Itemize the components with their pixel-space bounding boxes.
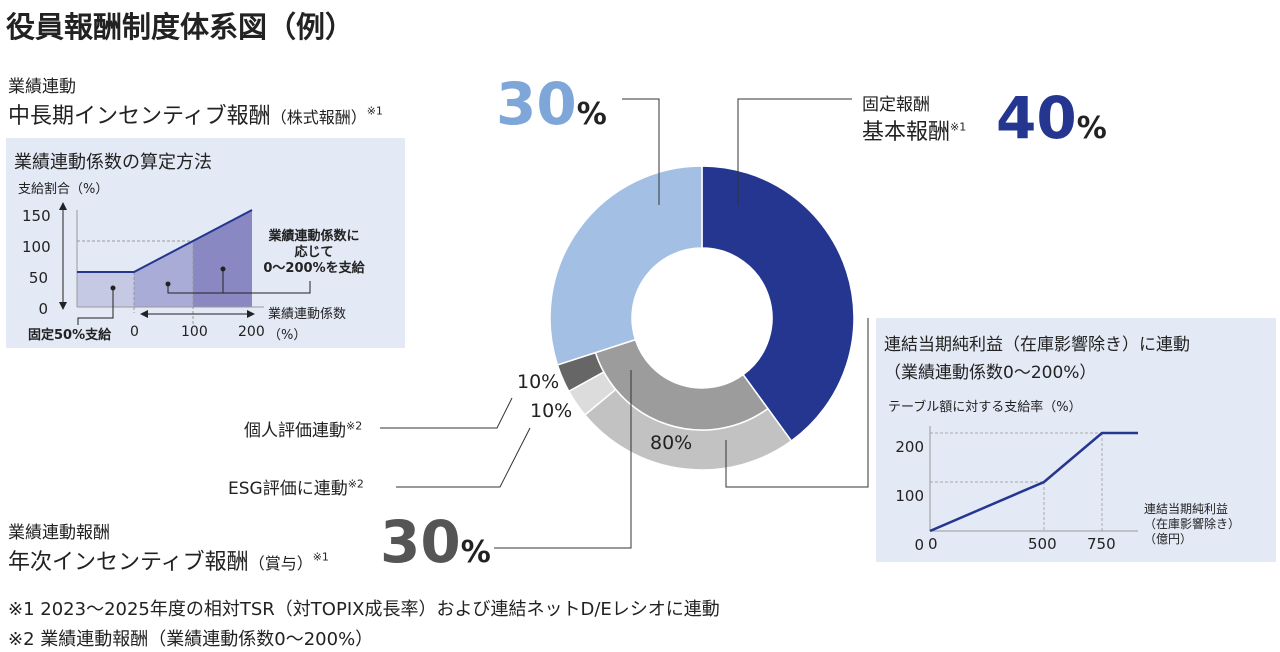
ltip-percent: 30% — [496, 70, 607, 138]
individual-leader — [380, 397, 513, 429]
payout-line — [77, 209, 253, 273]
ltip-leader — [622, 98, 660, 205]
fixed-label: 固定50%支給 — [28, 328, 112, 343]
x-tick-0: 0 — [130, 324, 139, 340]
fixed-area — [77, 272, 134, 307]
x-tick-100: 100 — [181, 324, 208, 340]
left-xlabel: 業績連動係数 — [268, 307, 347, 322]
profit-leader — [725, 318, 869, 488]
left-yticks: 150 100 50 0 — [22, 207, 51, 318]
x-tick-200: 200 — [238, 324, 265, 340]
footnote-1: ※1 2023～2025年度の相対TSR（対TOPIX成長率）および連結ネットD… — [8, 599, 720, 620]
left-method-box: 業績連動係数の算定方法 支給割合（%） 150 100 50 0 固定50%支給 0 … — [6, 138, 405, 348]
esg-leader — [396, 427, 531, 488]
footnote-2: ※2 業績連動報酬（業績連動係数0～200%） — [8, 629, 374, 650]
sti-category: 業績連動報酬 — [8, 523, 110, 543]
left-ylabel: 支給割合（%） — [18, 182, 109, 197]
slice-base-salary — [701, 165, 855, 443]
right-xlabel: 連結当期純利益 （在庫影響除き） （億円） — [1144, 502, 1241, 546]
individual-label: 個人評価連動※2 — [244, 419, 363, 441]
base-category: 固定報酬 — [862, 95, 930, 115]
slice-sti-inner — [594, 338, 769, 431]
right-yticks: 200 100 0 — [895, 438, 924, 554]
sti-name: 年次インセンティブ報酬（賞与）※1 — [8, 550, 329, 575]
slice-ltip — [549, 165, 703, 366]
base-leader — [737, 98, 852, 205]
left-xunit: （%） — [268, 328, 307, 343]
payout-annotation: 業績連動係数に 応じて 0～200%を支給 — [263, 229, 365, 276]
right-box-title: 連結当期純利益（在庫影響除き）に連動 — [884, 335, 1190, 355]
right-line-chart — [929, 426, 1138, 533]
payout-rate-line — [929, 431, 1138, 533]
sti-percent: 30% — [380, 508, 491, 576]
page-title: 役員報酬制度体系図（例） — [6, 10, 355, 44]
profit-pct: 80% — [650, 432, 693, 454]
esg-pct: 10% — [530, 400, 573, 422]
base-name: 基本報酬※1 — [862, 120, 967, 145]
individual-pct: 10% — [517, 371, 560, 393]
ltip-name: 中長期インセンティブ報酬（株式報酬）※1 — [8, 104, 383, 129]
r-x-tick-750: 750 — [1087, 535, 1116, 553]
r-x-tick-500: 500 — [1028, 535, 1057, 553]
right-ylabel: テーブル額に対する支給率（%） — [888, 400, 1082, 415]
right-method-box: 連結当期純利益（在庫影響除き）に連動 （業績連動係数0～200%） テーブル額に… — [876, 318, 1276, 562]
left-line-chart — [59, 202, 311, 325]
ltip-category: 業績連動 — [8, 77, 76, 97]
left-box-title: 業績連動係数の算定方法 — [14, 152, 212, 173]
right-box-subtitle: （業績連動係数0～200%） — [884, 363, 1097, 383]
mid-area — [134, 241, 193, 307]
r-x-tick-0: 0 — [928, 535, 938, 553]
sti-leader — [494, 370, 632, 549]
base-percent: 40% — [996, 84, 1107, 152]
esg-label: ESG評価に連動※2 — [228, 477, 364, 499]
